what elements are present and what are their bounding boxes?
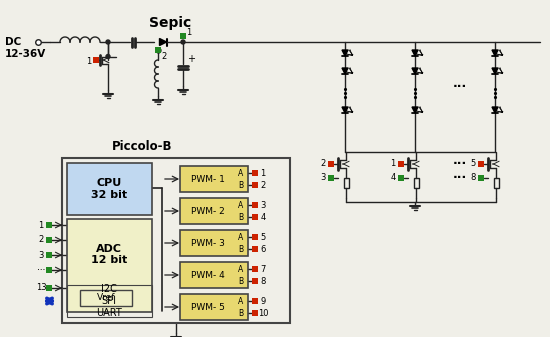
Text: 5: 5 bbox=[260, 233, 266, 242]
Text: PWM- 1: PWM- 1 bbox=[191, 175, 225, 184]
Text: 1: 1 bbox=[390, 159, 395, 168]
Text: Vref: Vref bbox=[97, 294, 116, 303]
Text: B: B bbox=[239, 276, 244, 285]
Text: A: A bbox=[238, 265, 244, 274]
Bar bbox=[62, 158, 290, 323]
Text: A: A bbox=[238, 297, 244, 306]
Text: DC
12-36V: DC 12-36V bbox=[5, 37, 46, 59]
Text: I2C
SPI
UART: I2C SPI UART bbox=[96, 284, 122, 317]
Bar bbox=[80, 290, 132, 306]
Text: PWM- 2: PWM- 2 bbox=[191, 207, 225, 215]
Bar bbox=[180, 262, 248, 288]
Text: 13: 13 bbox=[36, 283, 46, 293]
Bar bbox=[180, 230, 248, 256]
Text: 2: 2 bbox=[39, 236, 43, 245]
Polygon shape bbox=[342, 107, 348, 113]
Text: ...: ... bbox=[453, 77, 467, 90]
Bar bbox=[67, 219, 152, 312]
Text: Sepic: Sepic bbox=[149, 16, 191, 30]
Bar bbox=[344, 178, 349, 188]
Text: ⋯: ⋯ bbox=[37, 266, 45, 275]
Text: 1: 1 bbox=[260, 168, 266, 178]
Text: B: B bbox=[239, 181, 244, 189]
Bar bbox=[67, 163, 152, 215]
Bar bbox=[180, 198, 248, 224]
Text: B: B bbox=[239, 308, 244, 317]
Text: 8: 8 bbox=[470, 174, 476, 183]
Text: 4: 4 bbox=[260, 213, 266, 221]
Polygon shape bbox=[412, 107, 418, 113]
Bar bbox=[414, 178, 419, 188]
Text: 6: 6 bbox=[260, 245, 266, 253]
Text: Piccolo-B: Piccolo-B bbox=[112, 140, 172, 153]
Text: 3: 3 bbox=[39, 250, 43, 259]
Text: ...: ... bbox=[453, 168, 467, 181]
Text: CPU
32 bit: CPU 32 bit bbox=[91, 178, 127, 200]
Bar bbox=[67, 285, 152, 317]
Text: 2: 2 bbox=[161, 52, 166, 61]
Text: 8: 8 bbox=[260, 276, 266, 285]
Text: 2: 2 bbox=[320, 159, 326, 168]
Text: A: A bbox=[238, 168, 244, 178]
Text: 5: 5 bbox=[470, 159, 476, 168]
Polygon shape bbox=[492, 50, 498, 56]
Text: ADC
12 bit: ADC 12 bit bbox=[91, 244, 127, 265]
Text: 4: 4 bbox=[390, 174, 395, 183]
Text: 1: 1 bbox=[86, 57, 92, 65]
Bar bbox=[180, 166, 248, 192]
Text: ...: ... bbox=[453, 154, 467, 167]
Text: 3: 3 bbox=[320, 174, 326, 183]
Polygon shape bbox=[412, 68, 418, 74]
Text: B: B bbox=[239, 245, 244, 253]
Polygon shape bbox=[412, 50, 418, 56]
Text: 2: 2 bbox=[260, 181, 266, 189]
Text: +: + bbox=[187, 54, 195, 64]
Text: 1: 1 bbox=[39, 220, 43, 229]
Text: A: A bbox=[238, 201, 244, 210]
Text: 9: 9 bbox=[260, 297, 266, 306]
Circle shape bbox=[181, 40, 185, 44]
Polygon shape bbox=[492, 107, 498, 113]
Polygon shape bbox=[342, 68, 348, 74]
Text: B: B bbox=[239, 213, 244, 221]
Circle shape bbox=[106, 40, 110, 44]
Polygon shape bbox=[342, 50, 348, 56]
Text: 1: 1 bbox=[186, 28, 191, 37]
Circle shape bbox=[106, 55, 110, 59]
Bar bbox=[180, 294, 248, 320]
Text: PWM- 4: PWM- 4 bbox=[191, 271, 225, 279]
Text: 3: 3 bbox=[260, 201, 266, 210]
Text: 7: 7 bbox=[260, 265, 266, 274]
Text: PWM- 3: PWM- 3 bbox=[191, 239, 225, 247]
Text: A: A bbox=[238, 233, 244, 242]
Text: PWM- 5: PWM- 5 bbox=[191, 303, 225, 311]
Bar bbox=[493, 178, 498, 188]
Text: 10: 10 bbox=[258, 308, 268, 317]
Polygon shape bbox=[492, 68, 498, 74]
Polygon shape bbox=[160, 38, 167, 45]
